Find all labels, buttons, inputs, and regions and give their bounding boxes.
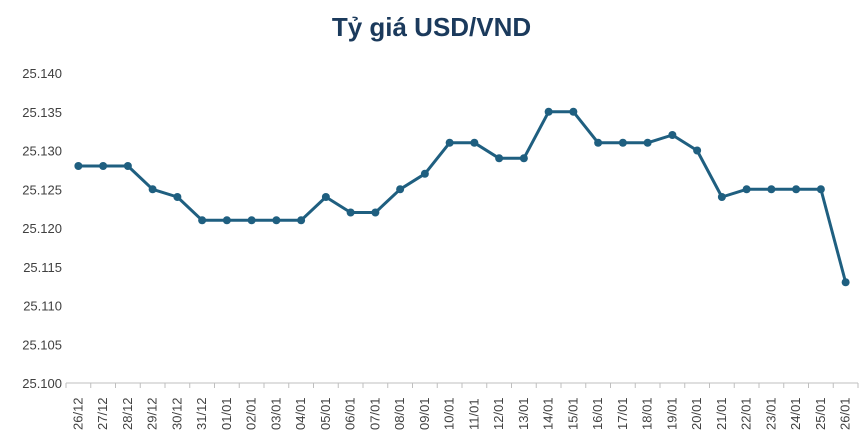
data-point <box>841 278 850 287</box>
x-tick-label: 04/01 <box>293 397 308 430</box>
data-point <box>643 138 652 147</box>
x-tick-label: 26/01 <box>838 397 853 430</box>
data-point <box>594 138 603 147</box>
x-tick-label: 05/01 <box>318 397 333 430</box>
data-point <box>321 193 330 201</box>
data-point <box>569 107 578 116</box>
y-tick-label: 25.130 <box>22 144 62 159</box>
data-point <box>247 216 256 225</box>
series-line <box>76 110 848 284</box>
y-tick-label: 25.115 <box>23 260 62 275</box>
data-point <box>272 216 281 225</box>
x-tick-label: 13/01 <box>516 397 531 430</box>
x-tick-label: 18/01 <box>640 397 655 430</box>
data-point <box>668 131 677 139</box>
x-tick-label: 22/01 <box>739 397 754 430</box>
data-point <box>470 138 479 147</box>
y-tick-label: 25.125 <box>22 182 62 197</box>
data-point <box>346 208 355 217</box>
data-point <box>693 146 702 155</box>
x-tick-label: 25/01 <box>813 397 828 430</box>
x-tick-label: 19/01 <box>664 397 679 430</box>
data-point <box>74 162 83 170</box>
data-point <box>198 216 207 225</box>
x-tick-label: 27/12 <box>95 397 110 430</box>
data-point <box>222 216 231 225</box>
x-tick-label: 20/01 <box>689 397 704 430</box>
x-tick-label: 03/01 <box>268 397 283 430</box>
x-tick-label: 24/01 <box>788 397 803 430</box>
x-tick-label: 07/01 <box>367 397 382 430</box>
x-tick-label: 01/01 <box>219 397 234 430</box>
data-point <box>544 107 553 116</box>
x-tick-label: 10/01 <box>442 397 457 430</box>
x-tick-label: 31/12 <box>194 397 209 430</box>
y-tick-label: 25.140 <box>22 66 62 81</box>
data-point <box>495 154 504 163</box>
x-tick-label: 06/01 <box>343 397 358 430</box>
data-point <box>816 185 825 194</box>
data-point <box>420 169 429 178</box>
x-tick-label: 23/01 <box>763 397 778 430</box>
data-point <box>717 193 726 201</box>
y-tick-label: 25.110 <box>23 299 62 314</box>
x-tick-label: 02/01 <box>244 397 259 430</box>
data-point <box>396 185 405 194</box>
x-tick-label: 21/01 <box>714 397 729 430</box>
data-point <box>123 162 132 170</box>
x-tick-label: 08/01 <box>392 397 407 430</box>
y-tick-label: 25.135 <box>22 105 62 120</box>
data-point <box>173 193 182 201</box>
x-tick-label: 17/01 <box>615 397 630 430</box>
data-point <box>297 216 306 225</box>
x-tick-label: 28/12 <box>120 397 135 430</box>
data-point <box>99 162 108 170</box>
x-tick-label: 29/12 <box>145 397 160 430</box>
data-point <box>742 185 751 194</box>
data-point <box>767 185 776 194</box>
data-point <box>148 185 157 194</box>
y-tick-label: 25.105 <box>22 337 62 352</box>
x-tick-label: 11/01 <box>466 398 481 430</box>
y-tick-label: 25.120 <box>22 221 62 236</box>
data-point <box>371 208 380 217</box>
x-tick-label: 26/12 <box>70 397 85 430</box>
y-tick-label: 25.100 <box>22 376 62 391</box>
chart-title: Tỷ giá USD/VND <box>331 12 532 42</box>
x-tick-label: 14/01 <box>541 397 556 430</box>
x-tick-label: 12/01 <box>491 397 506 430</box>
x-tick-label: 30/12 <box>169 397 184 430</box>
x-tick-label: 15/01 <box>565 397 580 430</box>
data-point <box>792 185 801 194</box>
data-point <box>519 154 528 163</box>
x-tick-label: 16/01 <box>590 397 605 430</box>
data-point <box>445 138 454 147</box>
data-point <box>618 138 627 147</box>
x-tick-label: 09/01 <box>417 397 432 430</box>
